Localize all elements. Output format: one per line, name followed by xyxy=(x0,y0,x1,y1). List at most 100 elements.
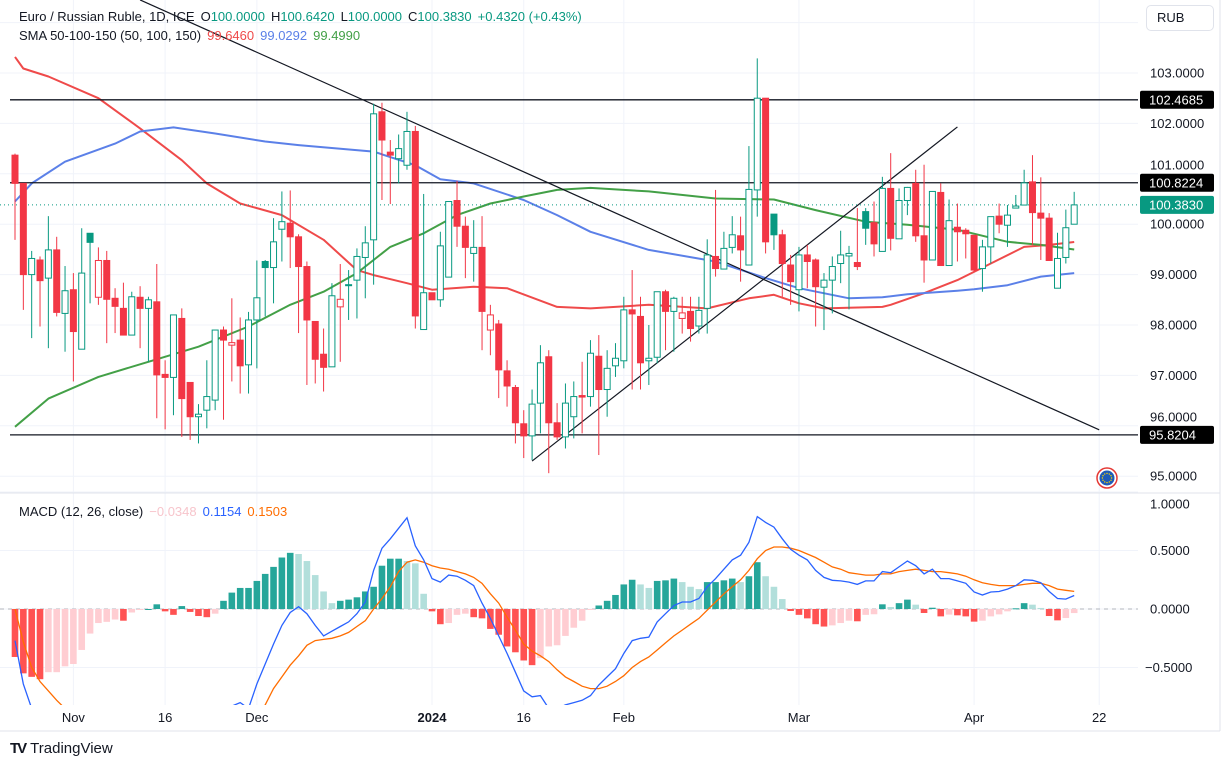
candle[interactable] xyxy=(478,216,486,351)
candle[interactable] xyxy=(878,176,886,252)
candle[interactable] xyxy=(1045,213,1053,261)
candle[interactable] xyxy=(228,298,236,382)
candle[interactable] xyxy=(703,239,711,334)
candle[interactable] xyxy=(920,164,928,283)
candle[interactable] xyxy=(69,273,77,382)
candle[interactable] xyxy=(728,216,736,254)
candle[interactable] xyxy=(253,260,261,369)
candle[interactable] xyxy=(470,220,478,282)
candle[interactable] xyxy=(528,389,536,461)
symbol-legend[interactable]: Euro / Russian Ruble, 1D, ICE O100.0000 H1… xyxy=(19,9,588,24)
candle[interactable] xyxy=(795,246,803,312)
candle[interactable] xyxy=(119,282,127,336)
candle[interactable] xyxy=(787,254,795,305)
candle[interactable] xyxy=(278,191,286,262)
candle[interactable] xyxy=(361,226,369,299)
candle[interactable] xyxy=(570,381,578,439)
candle[interactable] xyxy=(286,190,294,269)
candle[interactable] xyxy=(962,228,970,259)
candle[interactable] xyxy=(486,304,494,356)
trendline[interactable] xyxy=(531,126,958,462)
candle[interactable] xyxy=(653,291,661,364)
candle[interactable] xyxy=(536,345,544,434)
candle[interactable] xyxy=(111,288,119,334)
candle[interactable] xyxy=(61,266,69,352)
candle[interactable] xyxy=(261,259,269,317)
candle[interactable] xyxy=(236,317,244,394)
candle[interactable] xyxy=(411,125,419,329)
candle[interactable] xyxy=(36,256,44,327)
candle[interactable] xyxy=(128,291,136,336)
candle[interactable] xyxy=(203,360,211,429)
candle[interactable] xyxy=(903,186,911,216)
candle[interactable] xyxy=(403,111,411,170)
candle[interactable] xyxy=(169,314,177,416)
candle[interactable] xyxy=(870,201,878,257)
candle[interactable] xyxy=(511,384,519,444)
candle[interactable] xyxy=(395,134,403,184)
candle[interactable] xyxy=(778,229,786,297)
candle[interactable] xyxy=(595,335,603,456)
candle[interactable] xyxy=(970,234,978,272)
candle[interactable] xyxy=(895,188,903,240)
candle[interactable] xyxy=(136,286,144,349)
candle[interactable] xyxy=(862,208,870,245)
candle[interactable] xyxy=(620,296,628,369)
candle[interactable] xyxy=(345,270,353,320)
candle[interactable] xyxy=(937,183,945,267)
candle[interactable] xyxy=(311,320,319,384)
candle[interactable] xyxy=(386,140,394,205)
price-pane[interactable] xyxy=(0,0,1138,474)
candle[interactable] xyxy=(19,182,27,310)
candle[interactable] xyxy=(495,319,503,399)
candle[interactable] xyxy=(762,97,770,254)
candle[interactable] xyxy=(845,245,853,310)
candle[interactable] xyxy=(753,58,761,217)
candle[interactable] xyxy=(545,350,553,474)
candle[interactable] xyxy=(603,350,611,417)
candle[interactable] xyxy=(453,180,461,247)
candle[interactable] xyxy=(670,296,678,352)
candle[interactable] xyxy=(586,340,594,407)
candle[interactable] xyxy=(637,296,644,390)
candle[interactable] xyxy=(1012,194,1020,209)
candle[interactable] xyxy=(887,153,895,251)
candle[interactable] xyxy=(837,230,845,284)
candle[interactable] xyxy=(94,247,102,305)
candle[interactable] xyxy=(378,102,386,201)
macd-pane[interactable] xyxy=(0,515,1138,762)
candle[interactable] xyxy=(553,403,561,440)
candle[interactable] xyxy=(1062,209,1070,264)
currency-button[interactable]: RUB xyxy=(1146,5,1214,31)
candle[interactable] xyxy=(820,273,828,331)
candle[interactable] xyxy=(503,360,511,407)
candle[interactable] xyxy=(978,239,986,292)
candle[interactable] xyxy=(328,283,336,368)
candle[interactable] xyxy=(828,256,836,314)
candle[interactable] xyxy=(745,146,753,266)
candle[interactable] xyxy=(737,216,745,282)
candle[interactable] xyxy=(611,343,619,377)
candle[interactable] xyxy=(420,193,428,331)
candle[interactable] xyxy=(1054,232,1061,289)
candle[interactable] xyxy=(720,231,728,270)
candle[interactable] xyxy=(270,218,278,304)
candle[interactable] xyxy=(770,213,778,250)
tradingview-logo[interactable]: TV TradingView xyxy=(10,740,113,757)
candle[interactable] xyxy=(353,248,361,319)
candle[interactable] xyxy=(912,169,920,242)
candle[interactable] xyxy=(370,103,378,285)
candle[interactable] xyxy=(245,311,253,394)
candle[interactable] xyxy=(153,264,161,419)
candle[interactable] xyxy=(178,308,186,437)
sma-legend[interactable]: SMA 50-100-150 (50, 100, 150) 99.6460 99.0… xyxy=(19,28,366,43)
candle[interactable] xyxy=(194,404,202,444)
candle[interactable] xyxy=(1028,155,1036,245)
candle[interactable] xyxy=(687,296,695,342)
candle[interactable] xyxy=(320,328,328,392)
candle[interactable] xyxy=(436,231,444,307)
candle[interactable] xyxy=(561,383,569,449)
candle[interactable] xyxy=(928,190,936,261)
candle[interactable] xyxy=(295,234,303,334)
candle[interactable] xyxy=(53,236,61,317)
